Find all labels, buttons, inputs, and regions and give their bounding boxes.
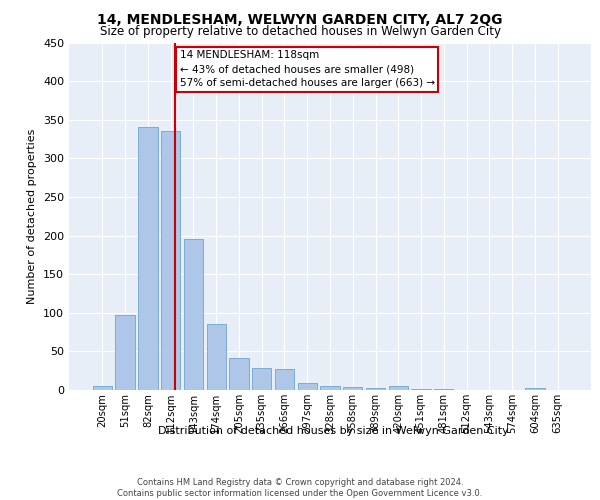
Text: 14 MENDLESHAM: 118sqm
← 43% of detached houses are smaller (498)
57% of semi-det: 14 MENDLESHAM: 118sqm ← 43% of detached … xyxy=(179,50,434,88)
Bar xyxy=(320,386,340,390)
Bar xyxy=(206,324,226,390)
Bar xyxy=(161,132,181,390)
Bar xyxy=(298,383,317,390)
Text: Size of property relative to detached houses in Welwyn Garden City: Size of property relative to detached ho… xyxy=(100,25,500,38)
Bar xyxy=(412,389,431,390)
Bar xyxy=(184,238,203,390)
Bar xyxy=(138,128,158,390)
Bar xyxy=(525,388,545,390)
Bar xyxy=(93,386,112,390)
Bar xyxy=(343,387,362,390)
Bar xyxy=(389,386,408,390)
Y-axis label: Number of detached properties: Number of detached properties xyxy=(28,128,37,304)
Bar xyxy=(115,315,135,390)
Bar xyxy=(229,358,248,390)
Bar xyxy=(252,368,271,390)
Text: Distribution of detached houses by size in Welwyn Garden City: Distribution of detached houses by size … xyxy=(158,426,508,436)
Text: Contains HM Land Registry data © Crown copyright and database right 2024.
Contai: Contains HM Land Registry data © Crown c… xyxy=(118,478,482,498)
Bar xyxy=(275,369,294,390)
Bar xyxy=(434,389,454,390)
Text: 14, MENDLESHAM, WELWYN GARDEN CITY, AL7 2QG: 14, MENDLESHAM, WELWYN GARDEN CITY, AL7 … xyxy=(97,12,503,26)
Bar xyxy=(366,388,385,390)
